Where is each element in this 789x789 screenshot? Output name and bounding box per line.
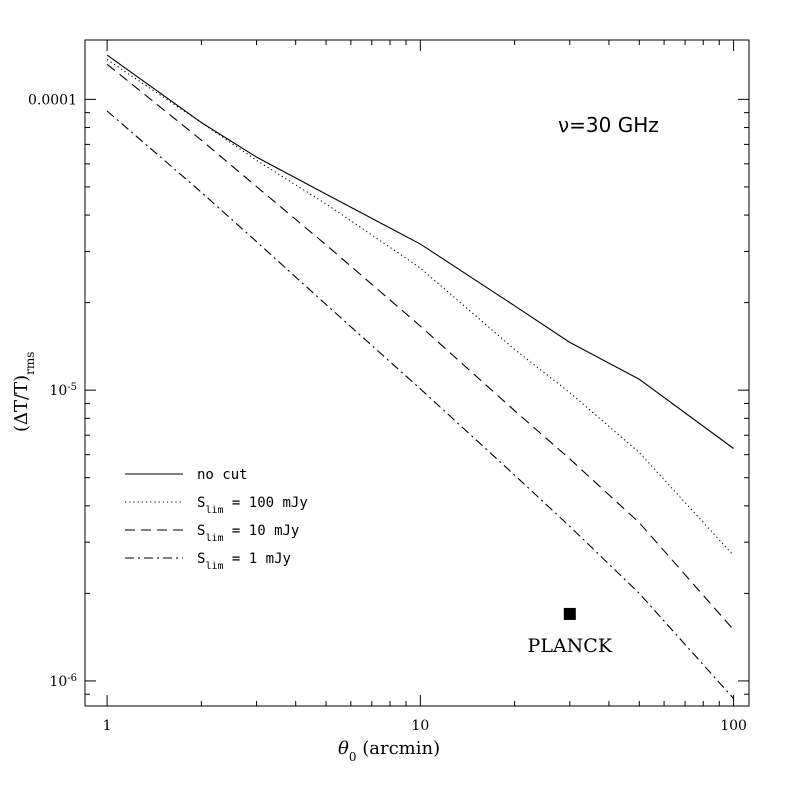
legend-label-4: Slim = 1 mJy — [197, 551, 291, 572]
frequency-annotation: ν=30 GHz — [558, 113, 659, 137]
series-line-1 — [106, 54, 734, 449]
y-tick-label: 10-6 — [49, 672, 77, 690]
series-lines — [106, 54, 734, 699]
x-tick-label: 1 — [103, 718, 112, 734]
x-tick-label: 100 — [720, 718, 747, 734]
y-tick-label: 0.0001 — [28, 92, 77, 108]
series-line-4 — [106, 110, 734, 699]
tick-labels: 1 10 100 0.0001 10-5 10-6 — [28, 92, 747, 734]
planck-label: PLANCK — [528, 635, 613, 657]
legend: no cut Slim = 100 mJy Slim = 10 mJy Slim = … — [125, 467, 308, 572]
legend-label-3: Slim = 10 mJy — [197, 523, 299, 544]
x-axis-rest: (arcmin) — [356, 738, 440, 759]
series-line-3 — [106, 63, 734, 631]
x-axis-symbol: θ — [338, 738, 349, 759]
legend-label-1: no cut — [197, 467, 248, 483]
legend-label-2: Slim = 100 mJy — [197, 495, 308, 516]
y-axis-main: (ΔT/T) — [11, 375, 32, 432]
y-axis-sub: rms — [23, 352, 37, 375]
planck-marker — [563, 607, 576, 620]
plot-frame — [84, 39, 750, 707]
y-axis-label: (ΔT/T)rms — [11, 352, 37, 432]
data-points: PLANCK — [528, 607, 613, 657]
y-tick-label: 10-5 — [49, 382, 77, 400]
x-axis-sub: 0 — [349, 750, 357, 764]
x-axis-label: θ0 (arcmin) — [338, 738, 440, 764]
axis-ticks — [85, 40, 749, 706]
x-tick-label: 10 — [411, 718, 429, 734]
